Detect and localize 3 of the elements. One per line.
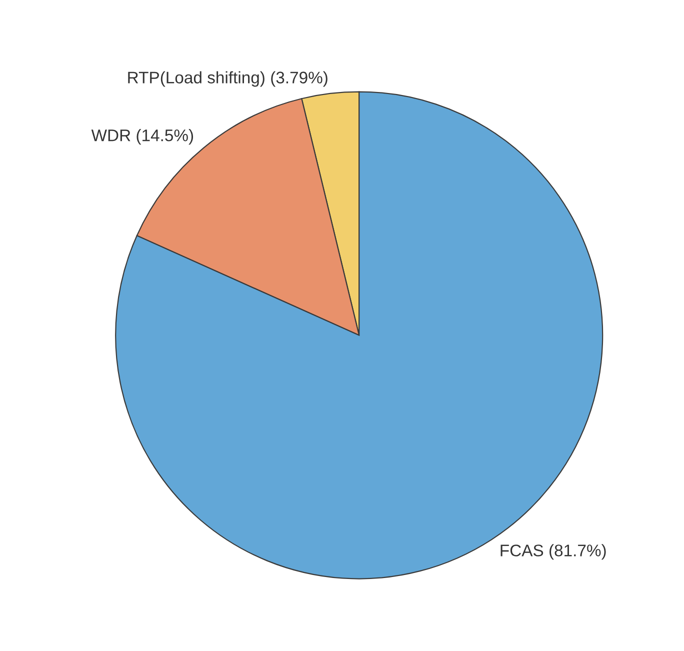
- slice-label: RTP(Load shifting) (3.79%): [128, 71, 328, 87]
- slice-label: FCAS (81.7%): [500, 544, 606, 560]
- slice-label: WDR (14.5%): [91, 129, 194, 145]
